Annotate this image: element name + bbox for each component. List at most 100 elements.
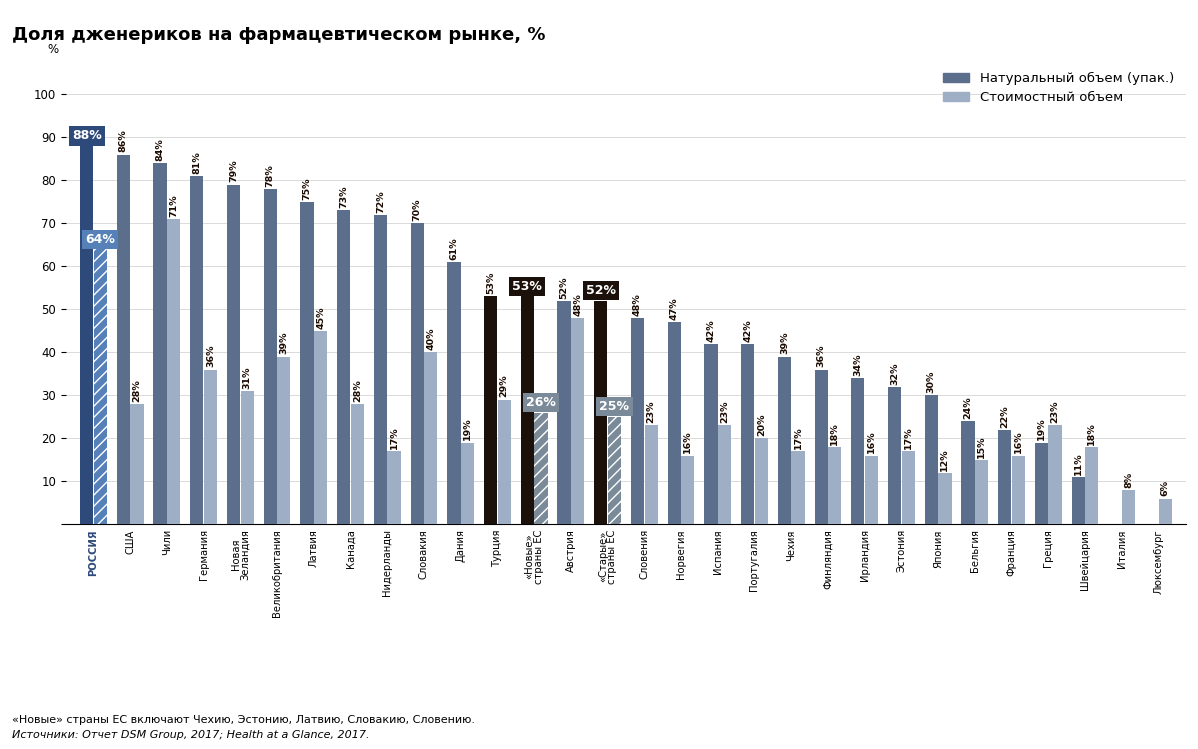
Bar [301, 201, 314, 524]
Bar [888, 386, 901, 524]
Text: 11%: 11% [1073, 452, 1083, 475]
Text: 70%: 70% [412, 198, 422, 221]
Bar [447, 262, 460, 524]
Text: 19%: 19% [462, 418, 472, 440]
Text: 53%: 53% [513, 280, 543, 293]
Text: 42%: 42% [707, 319, 715, 342]
Text: 15%: 15% [978, 435, 986, 458]
Text: 28%: 28% [352, 379, 362, 401]
Bar [314, 331, 327, 524]
Bar [704, 344, 718, 524]
Bar [631, 318, 645, 524]
Bar [792, 451, 805, 524]
Legend: Натуральный объем (упак.), Стоимостный объем: Натуральный объем (упак.), Стоимостный о… [938, 67, 1179, 110]
Text: 52%: 52% [586, 285, 616, 297]
Bar [925, 395, 938, 524]
Bar [682, 455, 695, 524]
Bar [571, 318, 585, 524]
Text: Доля дженериков на фармацевтическом рынке, %: Доля дженериков на фармацевтическом рынк… [12, 26, 545, 44]
Text: 39%: 39% [279, 332, 289, 354]
Bar [351, 404, 364, 524]
Bar [938, 473, 951, 524]
Bar [190, 176, 204, 524]
Text: 75%: 75% [302, 178, 311, 200]
Bar [424, 352, 437, 524]
Text: 16%: 16% [683, 431, 692, 453]
Bar [645, 425, 658, 524]
Text: 40%: 40% [426, 327, 435, 351]
Bar [594, 300, 607, 524]
Bar [204, 369, 217, 524]
Bar [778, 357, 791, 524]
Text: 64%: 64% [85, 233, 115, 246]
Text: 31%: 31% [243, 366, 252, 389]
Bar [557, 300, 570, 524]
Bar [1085, 447, 1099, 524]
Bar [167, 219, 180, 524]
Bar [718, 425, 731, 524]
Text: Источники: Отчет DSM Group, 2017; Health at a Glance, 2017.: Источники: Отчет DSM Group, 2017; Health… [12, 730, 369, 740]
Bar [226, 184, 240, 524]
Text: 36%: 36% [206, 345, 214, 367]
Text: 24%: 24% [963, 396, 973, 419]
Text: 39%: 39% [780, 332, 789, 354]
Bar [1072, 477, 1085, 524]
Text: 19%: 19% [1037, 418, 1046, 440]
Text: 17%: 17% [389, 426, 399, 449]
Text: 28%: 28% [133, 379, 141, 401]
Text: 81%: 81% [193, 151, 201, 174]
Text: 72%: 72% [376, 190, 385, 213]
Bar [607, 416, 621, 524]
Bar [264, 189, 277, 524]
Text: 23%: 23% [720, 401, 730, 423]
Bar [1012, 455, 1025, 524]
Bar [521, 297, 534, 524]
Bar [461, 443, 474, 524]
Text: 16%: 16% [1014, 431, 1023, 453]
Bar [1123, 490, 1136, 524]
Text: 18%: 18% [1088, 422, 1096, 445]
Bar [865, 455, 878, 524]
Text: 22%: 22% [1000, 405, 1009, 428]
Bar [902, 451, 915, 524]
Text: 18%: 18% [830, 422, 840, 445]
Bar [497, 400, 510, 524]
Text: 48%: 48% [633, 293, 642, 316]
Text: 78%: 78% [266, 164, 274, 187]
Text: 8%: 8% [1124, 472, 1133, 488]
Text: 29%: 29% [500, 374, 509, 398]
Bar [277, 357, 290, 524]
Text: 17%: 17% [793, 426, 803, 449]
Bar [241, 391, 254, 524]
Bar [975, 460, 988, 524]
Bar [1048, 425, 1061, 524]
Text: 6%: 6% [1161, 480, 1169, 497]
Bar [387, 451, 400, 524]
Bar [852, 378, 865, 524]
Text: 45%: 45% [316, 306, 325, 329]
Text: 71%: 71% [169, 194, 179, 217]
Bar [484, 297, 497, 524]
Text: 48%: 48% [573, 293, 582, 316]
Bar [755, 438, 768, 524]
Bar [667, 322, 680, 524]
Text: «Новые» страны ЕС включают Чехию, Эстонию, Латвию, Словакию, Словению.: «Новые» страны ЕС включают Чехию, Эстони… [12, 715, 474, 725]
Text: 79%: 79% [229, 160, 238, 183]
Text: 23%: 23% [1051, 401, 1059, 423]
Text: 32%: 32% [890, 362, 900, 384]
Text: 73%: 73% [339, 186, 349, 208]
Bar [93, 249, 107, 524]
Bar [374, 215, 387, 524]
Text: %: % [48, 43, 59, 55]
Bar [116, 154, 129, 524]
Text: 25%: 25% [599, 401, 629, 413]
Text: 30%: 30% [927, 371, 936, 393]
Text: 20%: 20% [757, 413, 766, 436]
Text: 86%: 86% [119, 130, 128, 152]
Text: 12%: 12% [940, 448, 950, 470]
Bar [962, 421, 975, 524]
Bar [131, 404, 144, 524]
Text: 84%: 84% [156, 139, 164, 161]
Bar [1158, 499, 1172, 524]
Bar [534, 413, 547, 524]
